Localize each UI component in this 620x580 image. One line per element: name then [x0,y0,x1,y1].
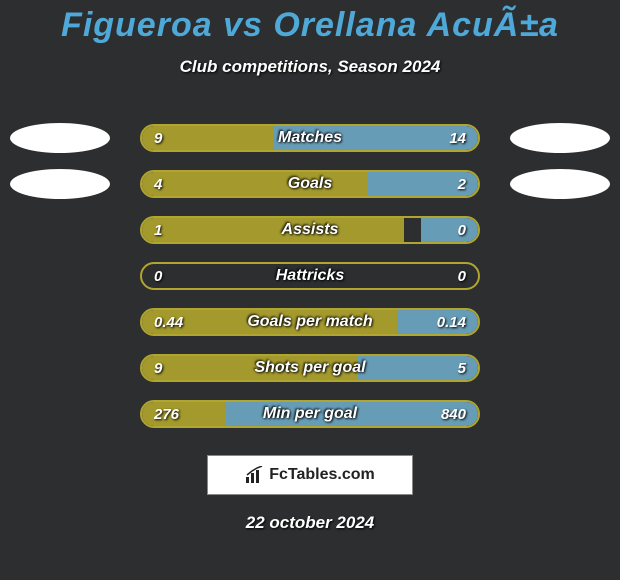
stat-label: Hattricks [142,264,478,288]
player1-marker [10,169,110,199]
logo-box: FcTables.com [207,455,413,495]
stat-label: Min per goal [142,402,478,426]
chart-icon [245,466,265,484]
date-line: 22 october 2024 [0,513,620,533]
subtitle: Club competitions, Season 2024 [0,57,620,77]
player2-marker [510,169,610,199]
stat-label: Shots per goal [142,356,478,380]
bar-track: 42Goals [140,170,480,198]
stat-row: 914Matches [0,115,620,161]
bar-track: 276840Min per goal [140,400,480,428]
stat-label: Matches [142,126,478,150]
comparison-chart: 914Matches 42Goals 10Assists 00Hattricks 0.4… [0,115,620,437]
stat-row: 42Goals [0,161,620,207]
bar-track: 95Shots per goal [140,354,480,382]
stat-row: 0.440.14Goals per match [0,299,620,345]
stat-row: 10Assists [0,207,620,253]
bar-track: 914Matches [140,124,480,152]
bar-track: 00Hattricks [140,262,480,290]
stat-label: Assists [142,218,478,242]
stat-row: 00Hattricks [0,253,620,299]
stat-row: 276840Min per goal [0,391,620,437]
bar-track: 0.440.14Goals per match [140,308,480,336]
player2-marker [510,123,610,153]
bar-track: 10Assists [140,216,480,244]
stat-label: Goals per match [142,310,478,334]
player1-marker [10,123,110,153]
stat-row: 95Shots per goal [0,345,620,391]
page-title: Figueroa vs Orellana AcuÃ±a [0,0,620,45]
logo-text: FcTables.com [269,466,375,484]
stat-label: Goals [142,172,478,196]
